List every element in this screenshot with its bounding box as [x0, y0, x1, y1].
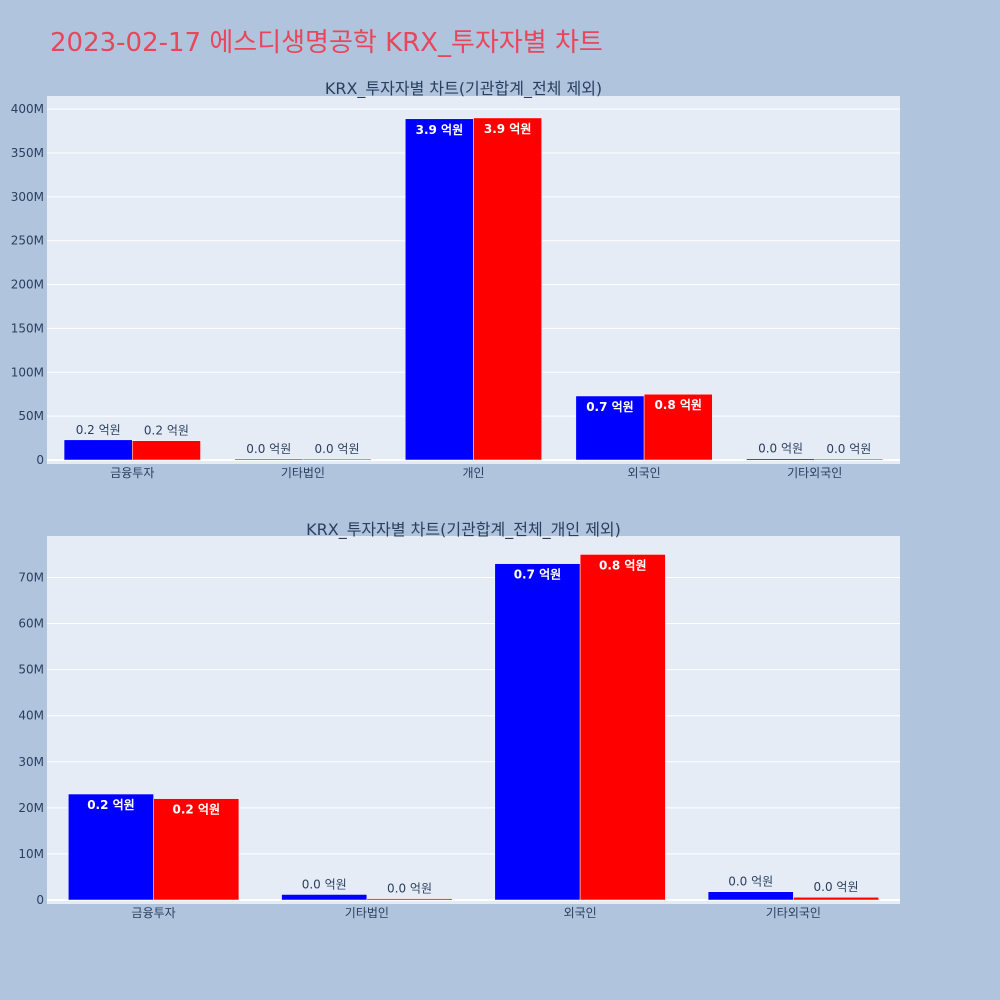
y-tick-label: 300M — [11, 190, 44, 204]
chart-2: 0 10M 20M 30M 40M 50M 60M 70M KRX_투자자별 차트(기관합계_전… — [18, 520, 900, 920]
y-tick-label: 150M — [11, 321, 44, 335]
x-tick-label: 기타외국인 — [766, 906, 821, 920]
bar[interactable] — [153, 798, 240, 901]
data-label: 0.7 억원 — [514, 568, 562, 582]
data-label: 0.0 억원 — [814, 880, 859, 894]
page-title: 2023-02-17 에스디생명공학 KRX_투자자별 차트 — [50, 28, 603, 58]
data-label: 0.8 억원 — [654, 398, 702, 412]
x-tick-label: 기타법인 — [281, 466, 325, 480]
bar[interactable] — [366, 898, 453, 901]
data-label: 0.2 억원 — [173, 803, 221, 817]
bar[interactable] — [302, 458, 372, 461]
bar[interactable] — [68, 793, 154, 901]
data-label: 0.2 억원 — [76, 423, 121, 437]
bar[interactable] — [575, 395, 645, 461]
y-tick-label: 200M — [11, 278, 44, 292]
bar[interactable] — [579, 554, 666, 901]
x-tick-label: 금융투자 — [110, 466, 154, 480]
x-tick-label: 기타법인 — [345, 906, 389, 920]
data-label: 0.2 억원 — [144, 424, 189, 438]
chart-title: KRX_투자자별 차트(기관합계_전체_개인 제외) — [306, 520, 621, 540]
y-tick-label: 30M — [18, 755, 44, 769]
data-label: 0.8 억원 — [599, 558, 647, 572]
bar[interactable] — [793, 896, 879, 901]
y-tick-label: 350M — [11, 146, 44, 160]
y-tick-label: 60M — [18, 617, 44, 631]
bar[interactable] — [473, 117, 542, 461]
data-label: 0.0 억원 — [758, 442, 803, 456]
x-tick-label: 외국인 — [628, 466, 661, 480]
y-tick-label: 100M — [11, 365, 44, 379]
data-label: 3.9 억원 — [484, 122, 532, 136]
data-label: 0.0 억원 — [387, 882, 432, 896]
data-label: 0.2 억원 — [87, 798, 135, 812]
y-tick-label: 40M — [18, 709, 44, 723]
y-tick-label: 50M — [18, 409, 44, 423]
x-tick-label: 외국인 — [564, 906, 597, 920]
bar[interactable] — [132, 440, 201, 461]
bar[interactable] — [63, 439, 133, 461]
data-label: 0.0 억원 — [302, 877, 347, 891]
y-tick-label: 10M — [18, 847, 44, 861]
chart-title: KRX_투자자별 차트(기관합계_전체 제외) — [325, 79, 602, 99]
bar[interactable] — [814, 458, 884, 461]
y-tick-label: 0 — [36, 453, 44, 467]
y-tick-label: 70M — [18, 570, 44, 584]
data-label: 3.9 억원 — [416, 123, 464, 137]
y-tick-label: 50M — [18, 663, 44, 677]
y-tick-label: 20M — [18, 801, 44, 815]
chart-1: 0 50M 100M 150M 200M 250M 300M 350M 400M KRX_투자자별… — [11, 79, 900, 480]
x-tick-label: 금융투자 — [132, 906, 176, 920]
bar[interactable] — [405, 118, 474, 461]
bar[interactable] — [281, 894, 368, 901]
y-tick-label: 400M — [11, 102, 44, 116]
data-label: 0.0 억원 — [315, 442, 360, 456]
y-tick-label: 0 — [36, 893, 44, 907]
bar[interactable] — [746, 458, 815, 461]
bar[interactable] — [643, 393, 713, 461]
bar[interactable] — [234, 458, 304, 461]
x-tick-label: 기타외국인 — [787, 466, 842, 480]
y-tick-label: 250M — [11, 234, 44, 248]
x-tick-label: 개인 — [462, 466, 484, 480]
data-label: 0.0 억원 — [728, 875, 773, 889]
data-label: 0.0 억원 — [826, 442, 871, 456]
bar[interactable] — [707, 891, 794, 901]
bar[interactable] — [494, 563, 581, 901]
data-label: 0.0 억원 — [246, 442, 291, 456]
data-label: 0.7 억원 — [586, 400, 634, 414]
